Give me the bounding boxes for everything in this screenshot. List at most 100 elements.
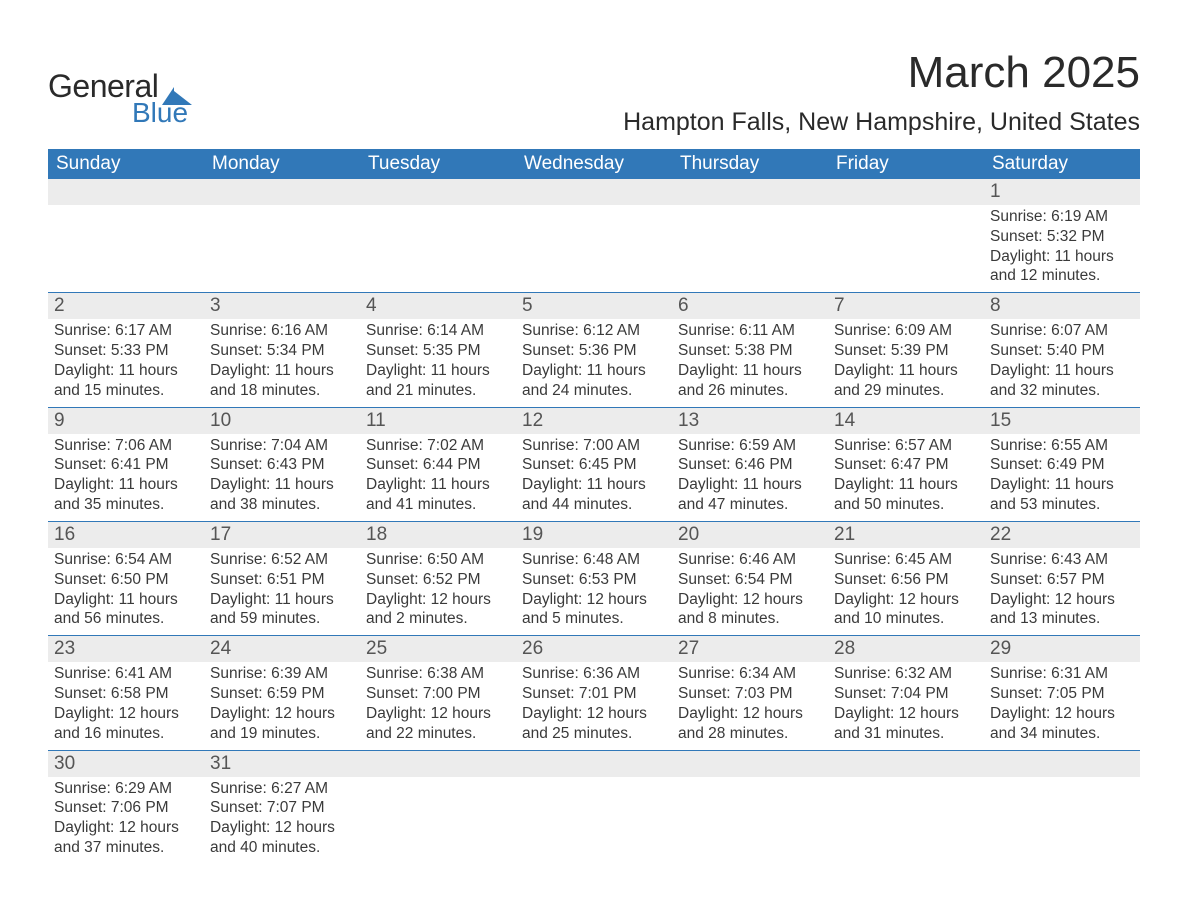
calendar-cell-data: [516, 777, 672, 864]
calendar-cell-daynum: 5: [516, 293, 672, 320]
calendar-cell-data: Sunrise: 6:32 AMSunset: 7:04 PMDaylight:…: [828, 662, 984, 750]
day-details: Sunrise: 6:09 AMSunset: 5:39 PMDaylight:…: [828, 319, 984, 406]
calendar-cell-daynum: 19: [516, 521, 672, 548]
calendar-cell-data: Sunrise: 6:36 AMSunset: 7:01 PMDaylight:…: [516, 662, 672, 750]
calendar-cell-daynum: 29: [984, 636, 1140, 663]
day-number: [516, 179, 672, 203]
calendar-data-row: Sunrise: 6:29 AMSunset: 7:06 PMDaylight:…: [48, 777, 1140, 864]
calendar-cell-daynum: 20: [672, 521, 828, 548]
day-details: Sunrise: 6:31 AMSunset: 7:05 PMDaylight:…: [984, 662, 1140, 749]
calendar-cell-data: Sunrise: 6:50 AMSunset: 6:52 PMDaylight:…: [360, 548, 516, 636]
calendar-cell-data: Sunrise: 6:39 AMSunset: 6:59 PMDaylight:…: [204, 662, 360, 750]
calendar-cell-data: Sunrise: 6:27 AMSunset: 7:07 PMDaylight:…: [204, 777, 360, 864]
day-number: [48, 179, 204, 203]
day-details: Sunrise: 6:16 AMSunset: 5:34 PMDaylight:…: [204, 319, 360, 406]
calendar-daynum-row: 2345678: [48, 293, 1140, 320]
day-details: [984, 777, 1140, 805]
calendar-cell-daynum: [360, 179, 516, 205]
weekday-header: Monday: [204, 149, 360, 179]
day-number: 21: [828, 522, 984, 548]
calendar-cell-daynum: 13: [672, 407, 828, 434]
calendar-cell-daynum: 3: [204, 293, 360, 320]
day-details: Sunrise: 6:50 AMSunset: 6:52 PMDaylight:…: [360, 548, 516, 635]
calendar-cell-data: Sunrise: 6:57 AMSunset: 6:47 PMDaylight:…: [828, 434, 984, 522]
day-number: 27: [672, 636, 828, 662]
calendar-daynum-row: 9101112131415: [48, 407, 1140, 434]
day-number: 4: [360, 293, 516, 319]
day-number: 17: [204, 522, 360, 548]
day-number: [360, 179, 516, 203]
day-details: Sunrise: 6:07 AMSunset: 5:40 PMDaylight:…: [984, 319, 1140, 406]
day-number: [204, 179, 360, 203]
calendar-cell-daynum: [204, 179, 360, 205]
weekday-header: Wednesday: [516, 149, 672, 179]
day-details: Sunrise: 6:54 AMSunset: 6:50 PMDaylight:…: [48, 548, 204, 635]
day-details: Sunrise: 6:38 AMSunset: 7:00 PMDaylight:…: [360, 662, 516, 749]
logo-shape-icon: [162, 85, 192, 105]
calendar-cell-daynum: 16: [48, 521, 204, 548]
day-details: Sunrise: 6:39 AMSunset: 6:59 PMDaylight:…: [204, 662, 360, 749]
day-details: Sunrise: 6:55 AMSunset: 6:49 PMDaylight:…: [984, 434, 1140, 521]
day-number: 24: [204, 636, 360, 662]
calendar-cell-daynum: 23: [48, 636, 204, 663]
calendar-cell-data: [360, 205, 516, 293]
calendar-cell-data: Sunrise: 6:17 AMSunset: 5:33 PMDaylight:…: [48, 319, 204, 407]
day-details: Sunrise: 6:46 AMSunset: 6:54 PMDaylight:…: [672, 548, 828, 635]
day-details: Sunrise: 6:43 AMSunset: 6:57 PMDaylight:…: [984, 548, 1140, 635]
calendar-cell-data: Sunrise: 6:45 AMSunset: 6:56 PMDaylight:…: [828, 548, 984, 636]
weekday-header: Thursday: [672, 149, 828, 179]
calendar-cell-daynum: [672, 179, 828, 205]
day-details: Sunrise: 6:59 AMSunset: 6:46 PMDaylight:…: [672, 434, 828, 521]
calendar-data-row: Sunrise: 6:19 AMSunset: 5:32 PMDaylight:…: [48, 205, 1140, 293]
calendar-cell-data: Sunrise: 6:09 AMSunset: 5:39 PMDaylight:…: [828, 319, 984, 407]
header: General Blue March 2025 Hampton Falls, N…: [48, 48, 1140, 137]
day-number: [516, 751, 672, 775]
calendar-cell-data: [672, 777, 828, 864]
calendar-cell-data: Sunrise: 6:12 AMSunset: 5:36 PMDaylight:…: [516, 319, 672, 407]
day-number: 19: [516, 522, 672, 548]
day-number: 16: [48, 522, 204, 548]
calendar-cell-daynum: 10: [204, 407, 360, 434]
calendar-cell-daynum: [984, 750, 1140, 777]
calendar-cell-data: Sunrise: 6:38 AMSunset: 7:00 PMDaylight:…: [360, 662, 516, 750]
calendar-cell-data: Sunrise: 6:34 AMSunset: 7:03 PMDaylight:…: [672, 662, 828, 750]
calendar-cell-data: [828, 777, 984, 864]
calendar-cell-data: Sunrise: 6:14 AMSunset: 5:35 PMDaylight:…: [360, 319, 516, 407]
day-details: Sunrise: 6:52 AMSunset: 6:51 PMDaylight:…: [204, 548, 360, 635]
calendar-cell-daynum: [516, 179, 672, 205]
calendar-cell-data: Sunrise: 6:46 AMSunset: 6:54 PMDaylight:…: [672, 548, 828, 636]
day-number: 1: [984, 179, 1140, 205]
day-details: [360, 205, 516, 233]
calendar-cell-daynum: 24: [204, 636, 360, 663]
calendar-cell-data: [48, 205, 204, 293]
calendar-cell-data: Sunrise: 6:52 AMSunset: 6:51 PMDaylight:…: [204, 548, 360, 636]
day-number: 9: [48, 408, 204, 434]
day-details: Sunrise: 7:00 AMSunset: 6:45 PMDaylight:…: [516, 434, 672, 521]
calendar-cell-data: Sunrise: 7:04 AMSunset: 6:43 PMDaylight:…: [204, 434, 360, 522]
day-details: Sunrise: 7:04 AMSunset: 6:43 PMDaylight:…: [204, 434, 360, 521]
day-number: 29: [984, 636, 1140, 662]
calendar-cell-daynum: 22: [984, 521, 1140, 548]
day-number: 30: [48, 751, 204, 777]
weekday-header: Saturday: [984, 149, 1140, 179]
day-number: 11: [360, 408, 516, 434]
calendar-cell-daynum: 7: [828, 293, 984, 320]
calendar-cell-daynum: 26: [516, 636, 672, 663]
day-details: [48, 205, 204, 233]
calendar-cell-daynum: 9: [48, 407, 204, 434]
calendar-cell-data: Sunrise: 6:19 AMSunset: 5:32 PMDaylight:…: [984, 205, 1140, 293]
day-number: [984, 751, 1140, 775]
day-number: [360, 751, 516, 775]
day-number: 14: [828, 408, 984, 434]
calendar-cell-daynum: 25: [360, 636, 516, 663]
calendar-cell-daynum: 6: [672, 293, 828, 320]
calendar-daynum-row: 16171819202122: [48, 521, 1140, 548]
calendar-cell-daynum: [672, 750, 828, 777]
day-number: 20: [672, 522, 828, 548]
calendar-cell-daynum: 28: [828, 636, 984, 663]
logo: General Blue: [48, 68, 192, 129]
day-details: Sunrise: 6:36 AMSunset: 7:01 PMDaylight:…: [516, 662, 672, 749]
calendar-daynum-row: 1: [48, 179, 1140, 205]
day-number: [672, 751, 828, 775]
calendar-cell-data: [360, 777, 516, 864]
